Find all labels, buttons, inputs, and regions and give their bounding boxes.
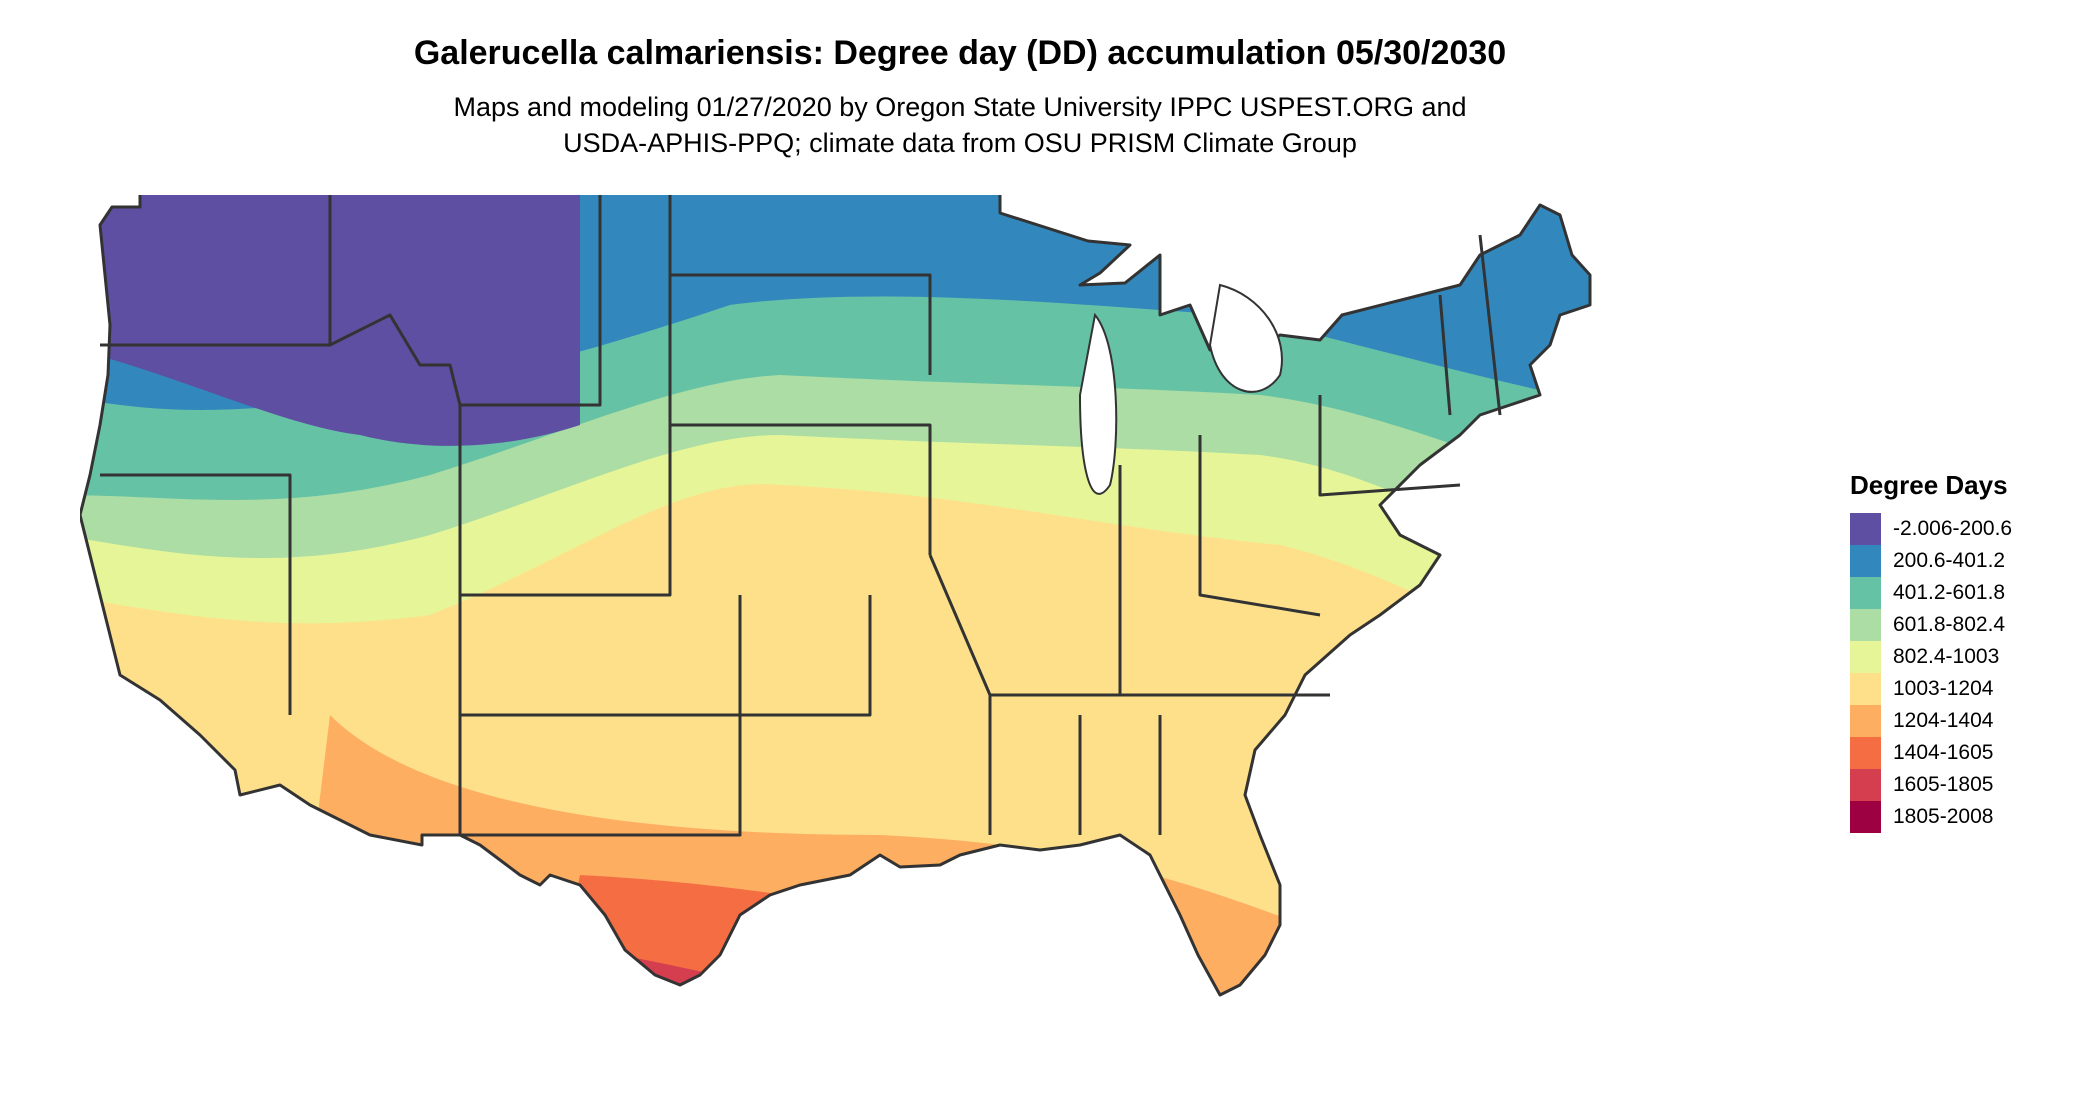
legend-item: 802.4-1003 — [1850, 641, 2090, 673]
us-degree-day-map — [80, 195, 1800, 1115]
legend-swatch — [1850, 577, 1881, 609]
border-wy — [458, 195, 672, 597]
map-title: Galerucella calmariensis: Degree day (DD… — [413, 34, 1507, 72]
legend-title: Degree Days — [1850, 470, 2008, 500]
legend-swatch — [1850, 609, 1881, 641]
legend-swatch — [1850, 737, 1881, 769]
legend-label: 1003-1204 — [1893, 677, 1994, 700]
border-or-ca-nv — [100, 473, 292, 715]
border-vt-nh — [1438, 294, 1452, 416]
legend-label: 601.8-802.4 — [1893, 613, 2006, 636]
border-ny-pa — [1318, 395, 1461, 497]
lake-michigan — [1078, 312, 1118, 495]
legend-item: 1605-1805 — [1850, 769, 2090, 801]
band-cold-northeast — [1580, 195, 1590, 415]
border-oh-wv — [1198, 435, 1321, 617]
border-dakotas — [670, 273, 932, 375]
border-ne-ks — [670, 423, 932, 555]
legend-label: 1605-1805 — [1893, 773, 1994, 796]
band-1805-2008 — [620, 995, 1380, 1115]
map-canvas — [80, 195, 1592, 1115]
legend-label: 1805-2008 — [1893, 805, 1994, 828]
legend-item: 200.6-401.2 — [1850, 545, 2090, 577]
legend-swatch — [1850, 769, 1881, 801]
map-subtitle-line1: Maps and modeling 01/27/2020 by Oregon S… — [453, 92, 1467, 122]
legend-item: 1003-1204 — [1850, 673, 2090, 705]
great-lakes — [1078, 283, 1283, 495]
legend-label: 1204-1404 — [1893, 709, 1994, 732]
legend-swatch — [1850, 641, 1881, 673]
border-nh-me — [1478, 234, 1502, 416]
legend-item: 1805-2008 — [1850, 801, 2090, 833]
legend-label: 401.2-601.8 — [1893, 581, 2006, 604]
country-outline — [80, 195, 1592, 997]
state-boundaries — [80, 195, 1592, 997]
lake-huron — [1208, 283, 1283, 393]
map-subtitle-line2: USDA-APHIS-PPQ; climate data from OSU PR… — [563, 128, 1357, 158]
legend-label: -2.006-200.6 — [1893, 517, 2013, 540]
border-id-mt — [329, 195, 602, 407]
legend-label: 200.6-401.2 — [1893, 549, 2006, 572]
legend-item: -2.006-200.6 — [1850, 513, 2090, 545]
legend-label: 1404-1605 — [1893, 741, 1994, 764]
legend-swatch — [1850, 801, 1881, 833]
legend-item: 1404-1605 — [1850, 737, 2090, 769]
map-legend: Degree Days -2.006-200.6 200.6-401.2 401… — [1850, 470, 2090, 833]
legend-swatch — [1850, 705, 1881, 737]
legend-item: 401.2-601.8 — [1850, 577, 2090, 609]
band-1605-1805 — [580, 955, 1380, 995]
legend-label: 802.4-1003 — [1893, 645, 2000, 668]
legend-item: 1204-1404 — [1850, 705, 2090, 737]
legend-swatch — [1850, 673, 1881, 705]
legend-swatch — [1850, 513, 1881, 545]
border-ok-ks — [460, 595, 872, 717]
band-cold-west — [80, 195, 580, 446]
legend-item: 601.8-802.4 — [1850, 609, 2090, 641]
degree-day-raster — [80, 195, 1590, 1115]
legend-swatch — [1850, 545, 1881, 577]
